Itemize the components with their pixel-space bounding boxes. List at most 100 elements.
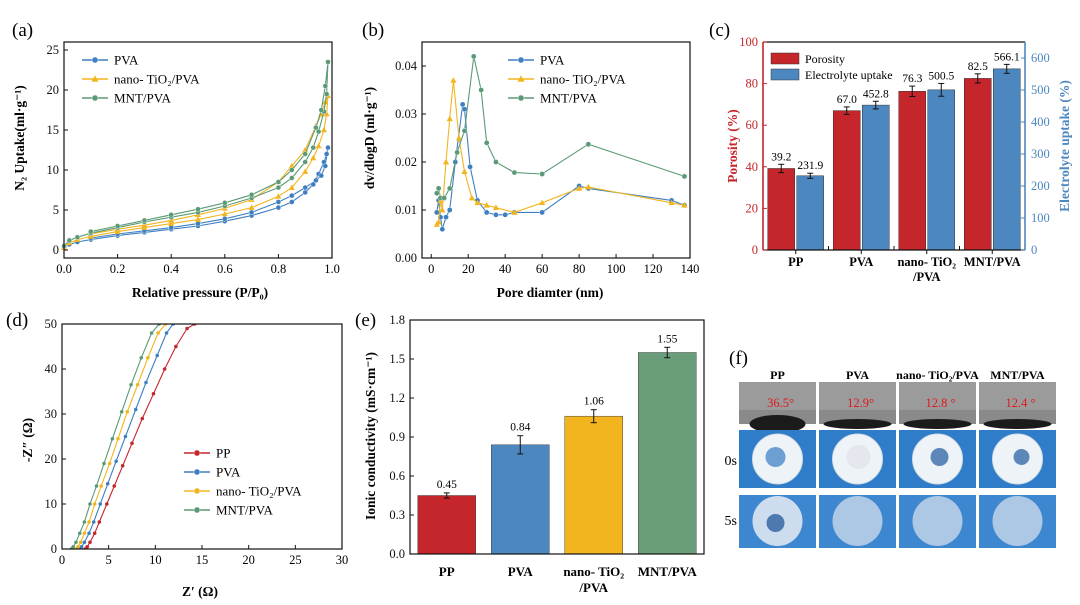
panel-c-legend-label: Porosity [805,52,845,66]
panel-a-series-2-point [302,151,308,157]
panel-d-series-1-point [91,520,96,524]
panel-a-chart: (a) 0.0 0.2 0.4 0.6 0.8 1.0 0 5 10 15 20 25 PVA nano-… [12,20,340,300]
panel-c-ytick-label: 100 [739,35,758,49]
panel-b-series-0-point [433,209,440,216]
panel-b-series-2-point [511,169,518,176]
panel-b-plot-frame [421,41,691,259]
panel-b-legend-label: MNT/PVA [540,91,597,106]
panel-c-y2-ytick-label: 200 [1031,179,1050,193]
panel-d-legend-marker-point [193,487,201,495]
panel-a-ytick-label: 25 [47,43,60,57]
panel-f-photos: (f) PP 36.5° PVA 12.9° nano- TiO₂/PVA 12.8 ° M… [725,348,1056,548]
panel-a-series-0-point [310,181,316,188]
panel-d-series-2-point [92,502,97,506]
panel-b-xtick-label: 120 [644,262,663,276]
panel-a-series-2-point [222,200,228,206]
panel-e-chart: (e) 0.45 PP 0.84 PVA 1.06 nano- TiO₂/PVA 1.55 M… [355,310,705,595]
panel-a-series-line-0 [63,147,329,249]
panel-f-photo-background [899,382,976,410]
panel-b-xtick-label: 100 [607,262,626,276]
panel-e-category-label: MNT/PVA [638,564,698,579]
panel-a-series-2-point [313,124,319,131]
panel-f-column-label: PP [770,368,785,382]
panel-a-legend-marker-point [91,94,99,102]
panel-a-series-2-point [323,91,330,97]
panel-d-series-3-point [139,355,144,360]
panel-a-series-2-point [66,237,73,244]
panel-c-data-label: 452.8 [863,88,889,100]
panel-d-series-3-point [74,540,78,545]
panel-a-series-2-point [275,179,282,185]
panel-d-ytick-label: 40 [45,362,58,376]
panel-e-ytick-label: 0.9 [389,430,405,444]
panel-d-xtick-label: 20 [242,553,255,567]
panel-d-series-0-point [130,441,134,446]
panel-a-series-2-point [310,144,316,151]
panel-c-category-label: nano- TiO₂ [897,255,956,269]
panel-a-series-1-point [194,216,202,222]
panel-f-droplet [983,419,1052,429]
panel-f-angle-label: 12.9° [847,396,874,410]
panel-b-xtick-label: 140 [681,262,700,276]
panel-e-category-label: PVA [508,564,534,579]
panel-a-series-2-point [289,175,295,181]
panel-d-ytick-label: 20 [45,452,58,466]
panel-b-series-0-point [483,209,490,216]
panel-b-series-1-point [575,185,583,191]
panel-c-data-label: 500.5 [928,70,954,82]
panel-b-series-0-point [459,101,466,108]
panel-e-ytick-label: 1.5 [389,352,405,366]
panel-a-series-2-point [248,192,255,198]
panel-a-series-1-point [288,184,295,190]
panel-e-ylabel: Ionic conductivity (mS·cm⁻¹) [363,352,378,520]
panel-d-series-0-point [185,326,189,331]
panel-e-data-label: 1.55 [657,333,677,345]
panel-b-legend-marker-point [517,56,525,64]
panel-a-series-1-point [141,222,148,228]
panel-d-series-0-point [112,484,117,488]
panel-b-series-0-point [493,211,499,218]
panel-c-letter: (c) [709,20,730,41]
panel-b-ytick-label: 0.00 [395,251,417,265]
panel-f-5s-droplet [766,514,785,532]
panel-b-series-1-point [435,218,442,225]
panel-d-series-3-point [119,409,124,414]
panel-d-series-0-point [88,540,92,545]
panel-a-series-1-point [320,126,327,133]
panel-f-letter: (f) [729,348,748,369]
panel-a-series-1-point [275,193,282,199]
panel-f-angle-label: 12.8 ° [926,396,956,410]
panel-a-ytick-label: 10 [47,163,60,177]
panel-d-series-2-point [87,520,91,524]
panel-a-legend-label: PVA [114,53,139,68]
panel-c-bar-uptake [796,175,824,251]
panel-a-series-2-point [114,223,121,229]
panel-c-data-label: 39.2 [771,151,791,163]
panel-d-series-3-point [71,544,75,549]
panel-b-series-0-point [467,163,473,170]
panel-d-series-0-point [120,463,125,468]
panel-c-bar-uptake [993,68,1021,251]
panel-d-series-0-point [85,544,89,549]
panel-b-series-2-point [470,53,477,60]
panel-b-ytick-label: 0.03 [395,107,417,121]
panel-d-series-2-point [76,544,80,549]
panel-b-chart: (b) 0 20 40 60 80 100 120 140 0.00 0.01 0.02 0.03 0.… [362,20,700,300]
panel-c-data-label: 76.3 [902,73,922,85]
panel-e-ytick-label: 1.8 [389,313,405,327]
panel-a-series-2-point [325,59,331,65]
panel-a-series-1-point [221,210,228,217]
panel-d-xtick-label: 5 [106,553,112,567]
panel-a-xtick-label: 0.2 [110,262,126,276]
panel-c-y2-ytick-label: 300 [1031,147,1050,161]
panel-c-data-label: 67.0 [837,94,857,106]
panel-f-droplet [823,419,892,429]
panel-c-ytick-label: 40 [746,160,759,174]
panel-a-series-0-point [289,192,295,199]
panel-d-legend-label: nano- TiO₂/PVA [216,484,302,499]
panel-d-series-1-point [144,380,148,385]
panel-e-letter: (e) [355,310,376,331]
panel-c-bar-porosity [767,168,795,251]
panel-f-angle-label: 12.4 ° [1006,396,1036,410]
panel-d-series-line-3 [70,324,160,549]
